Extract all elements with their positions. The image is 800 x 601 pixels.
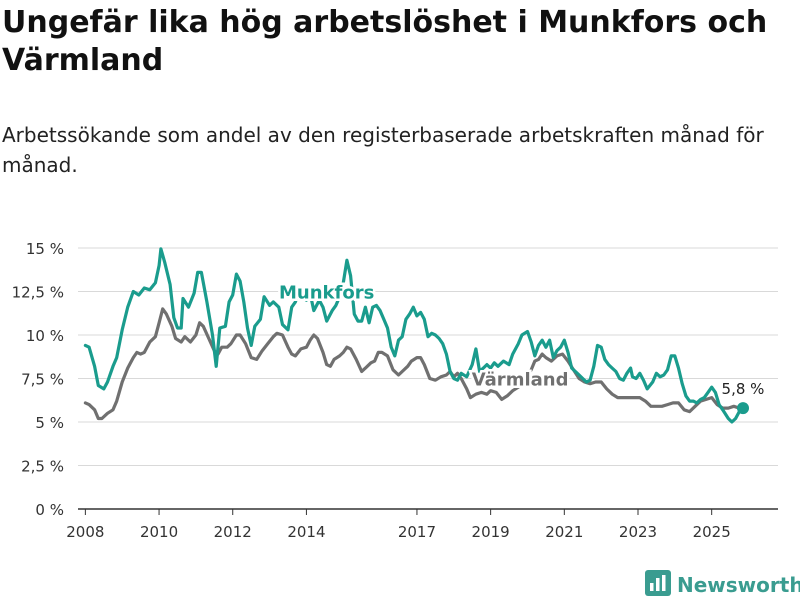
y-tick-label: 7,5 %: [21, 371, 64, 389]
y-tick-label: 0 %: [35, 501, 64, 519]
x-tick-label: 2019: [472, 523, 510, 541]
x-tick-label: 2025: [693, 523, 731, 541]
x-tick-label: 2017: [398, 523, 436, 541]
y-tick-label: 12,5 %: [12, 284, 64, 302]
y-tick-label: 15 %: [26, 240, 64, 258]
y-tick-label: 2,5 %: [21, 458, 64, 476]
brand-logo[interactable]: Newsworthy: [645, 569, 800, 601]
series-label: Värmland: [472, 370, 569, 391]
x-tick-label: 2021: [545, 523, 583, 541]
brand-name: Newsworthy: [677, 573, 800, 597]
x-tick-label: 2014: [287, 523, 325, 541]
series-line-varmland: [83, 307, 745, 421]
series-layer: [83, 247, 745, 424]
chart-title: Ungefär lika hög arbetslöshet i Munkfors…: [2, 5, 768, 78]
grid-layer: [78, 247, 778, 510]
x-tick-label: 2012: [214, 523, 252, 541]
bar-chart-logo-icon: [645, 570, 671, 600]
y-tick-label: 5 %: [35, 414, 64, 432]
end-value-label: 5,8 %: [722, 380, 765, 398]
x-tick-label: 2010: [140, 523, 178, 541]
label-layer: Munkfors Värmland 5,8 %: [277, 280, 766, 415]
series-line-munkfors: [83, 247, 745, 424]
end-point-marker: [737, 402, 749, 415]
x-tick-label: 2023: [619, 523, 657, 541]
axis-layer: 0 % 2,5 % 5 % 7,5 % 10 % 12,5 % 15 % 2008 2010 20…: [12, 240, 731, 541]
x-tick-label: 2008: [66, 523, 104, 541]
series-label: Munkfors: [279, 283, 374, 304]
y-tick-label: 10 %: [26, 327, 64, 345]
chart-subtitle: Arbetssökande som andel av den registerb…: [2, 123, 764, 177]
